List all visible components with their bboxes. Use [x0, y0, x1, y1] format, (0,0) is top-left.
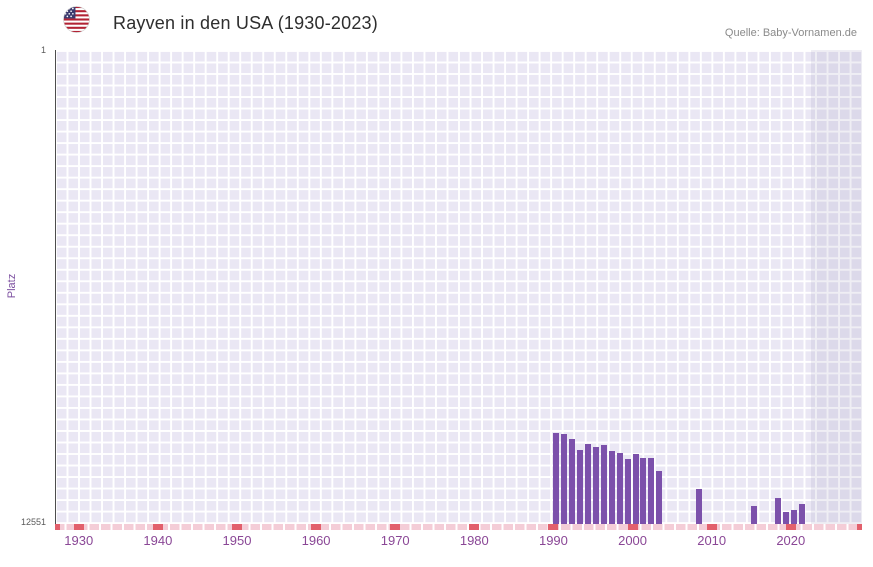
x-tick-label-1930: 1930 [64, 533, 94, 548]
y-axis-line [55, 50, 56, 525]
bar-1990[interactable] [553, 433, 560, 524]
x-tick-label-2020: 2020 [776, 533, 806, 548]
usa-flag-icon [63, 6, 90, 33]
bar-2015[interactable] [751, 505, 758, 524]
x-tick-label-1980: 1980 [459, 533, 489, 548]
chart-title: Rayven in den USA (1930-2023) [113, 13, 378, 33]
x-tick-marker-1980 [469, 524, 480, 530]
x-tick-marker-1930 [73, 524, 84, 530]
source-label: Quelle: Baby-Vornamen.de [724, 27, 857, 39]
bar-2018[interactable] [774, 497, 781, 524]
x-tick-label-2010: 2010 [697, 533, 727, 548]
x-tick-marker-1960 [311, 524, 322, 530]
x-axis-tick-row: 1930 1940 1950 1960 1970 1980 1990 2000 2010 2020 [55, 533, 862, 553]
y-axis-label: Platz [6, 273, 18, 299]
x-tick-label-1940: 1940 [143, 533, 173, 548]
bar-2001[interactable] [640, 457, 647, 524]
bar-1991[interactable] [561, 434, 568, 524]
bar-1994[interactable] [585, 443, 592, 524]
bar-2000[interactable] [632, 454, 639, 524]
x-tick-marker-1950 [231, 524, 242, 530]
bar-1997[interactable] [608, 451, 615, 524]
bar-1999[interactable] [624, 459, 631, 524]
bar-2020[interactable] [790, 510, 797, 524]
x-tick-label-2000: 2000 [618, 533, 648, 548]
bar-1993[interactable] [577, 450, 584, 524]
axis-edge-marker-right [857, 524, 862, 530]
bar-2019[interactable] [782, 511, 789, 524]
x-tick-marker-1970 [390, 524, 401, 530]
x-tick-marker-1940 [152, 524, 163, 530]
x-tick-label-1970: 1970 [380, 533, 410, 548]
bar-1996[interactable] [600, 445, 607, 524]
bar-2021[interactable] [798, 503, 805, 524]
axis-edge-marker-left [55, 524, 60, 530]
x-tick-label-1950: 1950 [222, 533, 252, 548]
bar-2003[interactable] [656, 471, 663, 524]
x-tick-marker-1990 [548, 524, 559, 530]
bar-1992[interactable] [569, 438, 576, 524]
bar-2002[interactable] [648, 458, 655, 524]
bar-2008[interactable] [695, 488, 702, 524]
x-tick-label-1960: 1960 [301, 533, 331, 548]
y-tick-top: 1 [40, 45, 46, 55]
y-tick-bottom: 12551 [20, 517, 46, 527]
x-tick-marker-2010 [706, 524, 717, 530]
bar-1995[interactable] [592, 446, 599, 524]
plot-area [55, 50, 862, 524]
x-tick-marker-2020 [785, 524, 796, 530]
x-tick-label-1990: 1990 [538, 533, 568, 548]
bar-1998[interactable] [616, 453, 623, 524]
x-tick-marker-2000 [627, 524, 638, 530]
x-axis-baseline [55, 524, 862, 530]
recent-years-band [810, 50, 862, 524]
